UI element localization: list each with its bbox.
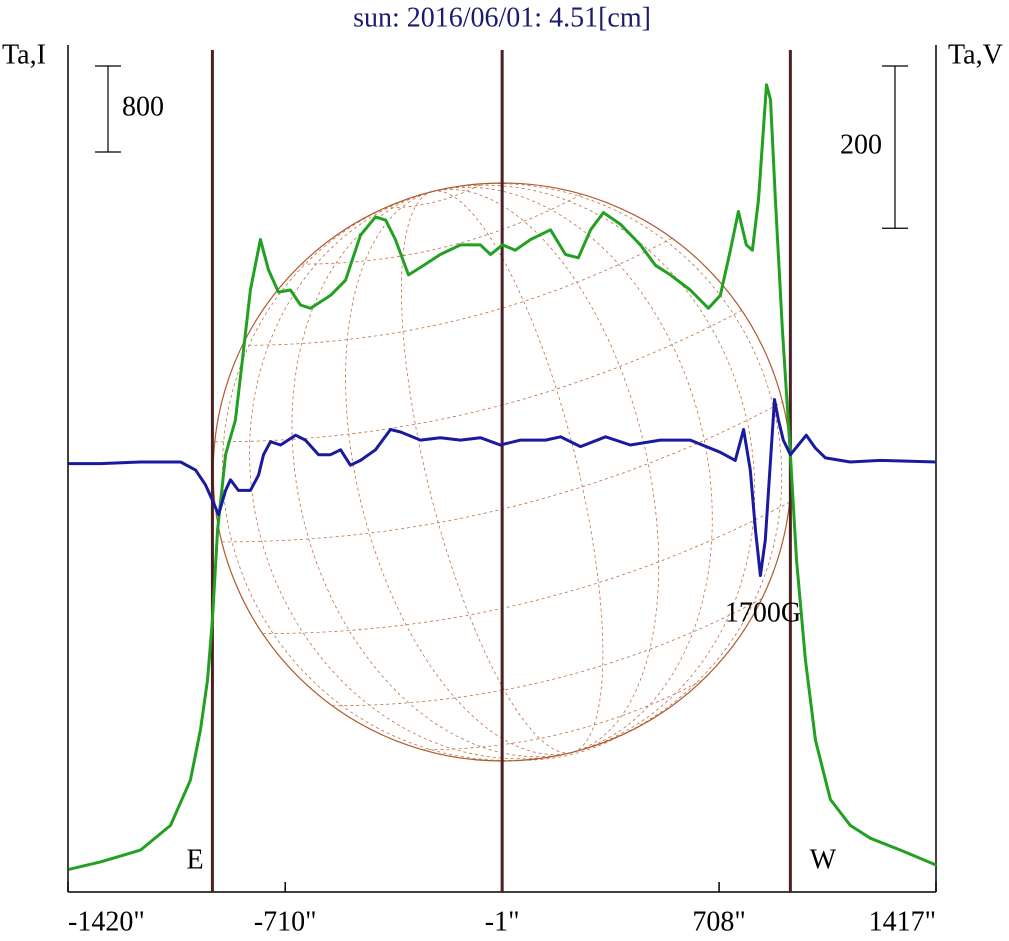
chart-title: sun: 2016/06/01: 4.51[cm] [353,2,651,33]
latitude-line [522,735,620,761]
longitude-line [432,183,783,753]
longitude-line [432,186,713,753]
x-tick-label: 1417" [869,906,936,937]
annotation: E [186,844,203,875]
x-tick-label: 708" [692,906,745,937]
annotation: W [810,844,837,875]
x-tick-label: -1" [485,906,520,937]
latitude-line [384,183,483,209]
longitude-line [432,190,604,753]
latitude-line [214,310,742,443]
longitude-line [401,191,573,754]
latitude-line [332,598,763,707]
scale-bar-label: 800 [122,91,164,122]
longitude-line [249,191,573,760]
latitude-line [242,237,673,346]
latitude-line [422,679,704,751]
longitude-line [432,189,660,753]
x-tick-label: -1420" [68,906,145,937]
latitude-line [301,193,582,265]
series-line [68,83,937,871]
longitude-line [291,191,573,758]
latitude-line [262,501,790,634]
series-line [68,398,937,578]
y-axis-label: Ta,I [2,39,46,70]
longitude-line [222,191,573,761]
latitude-line [221,401,783,543]
annotation: 1700G [725,597,801,628]
y2-axis-label: Ta,V [948,39,1003,70]
scale-bar-label: 200 [840,130,882,161]
longitude-line [345,191,573,755]
x-tick-label: -710" [254,906,317,937]
